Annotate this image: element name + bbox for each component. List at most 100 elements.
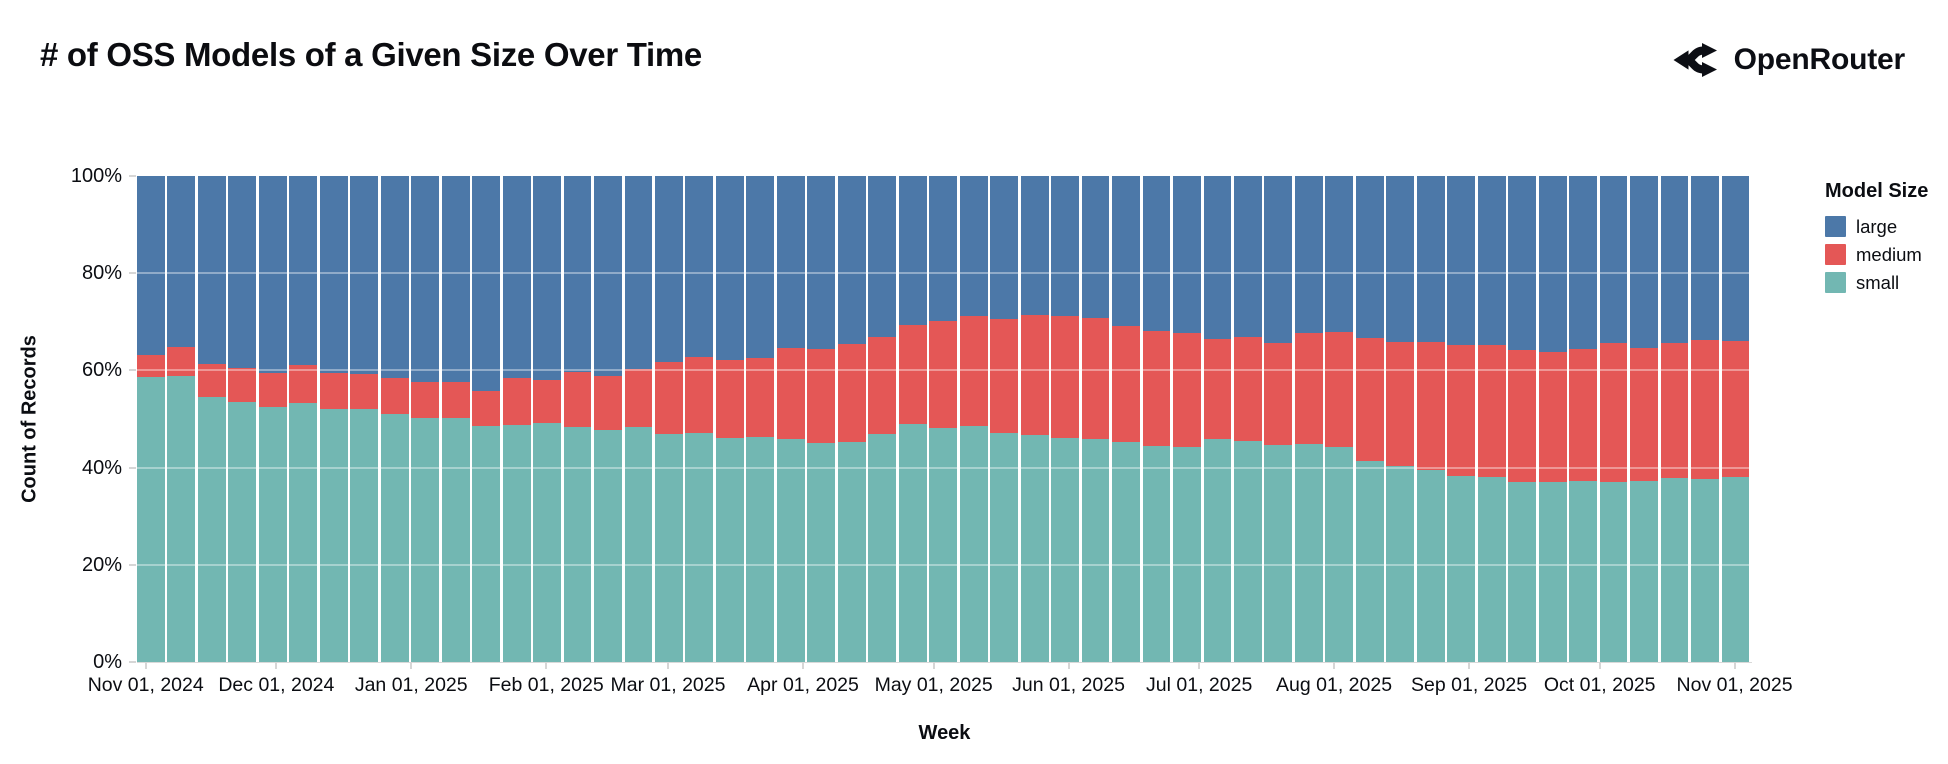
bar-segment-large [868,176,897,337]
x-axis-baseline [137,662,1752,663]
bar-segment-large [1569,176,1598,349]
y-tick-mark [129,272,136,275]
stacked-bar-week-43 [1416,176,1445,662]
y-tick-label: 0% [93,651,122,673]
bar-segment-small [1508,482,1537,662]
bar-segment-large [1447,176,1476,345]
legend-title: Model Size [1825,180,1929,202]
bar-segment-medium [1020,315,1049,436]
stacked-bar-week-28 [959,176,988,662]
y-tick-label: 60% [81,359,122,382]
bar-segment-large [837,176,866,344]
bar-segment-medium [1264,342,1293,446]
bar-segment-medium [1538,351,1567,483]
bar-segment-small [228,401,257,662]
stacked-bar-week-37 [1233,176,1262,662]
bar-segment-large [1355,176,1384,338]
x-tick-label: Dec 01, 2024 [218,674,335,696]
legend-swatch-small [1825,272,1846,293]
bar-segment-large [1081,176,1110,319]
bar-segment-medium [1569,348,1598,482]
stacked-bar-week-4 [228,176,257,662]
bar-segment-medium [289,364,318,403]
x-tick-mark [1333,662,1336,669]
bar-segment-large [1020,176,1049,316]
bar-segment-small [1264,445,1293,662]
stacked-bar-week-18 [655,176,683,662]
stacked-bar-week-10 [411,176,440,662]
bar-segment-small [1599,482,1628,662]
y-tick-mark [129,175,136,177]
bar-segment-small [837,442,866,662]
bar-segment-small [929,428,958,662]
bar-segment-large [1051,176,1079,317]
bar-segment-large [289,176,318,365]
bar-segment-small [776,438,805,662]
bar-segment-medium [1721,340,1750,478]
bar-segment-small [1630,481,1658,662]
legend-item-small: small [1825,272,1928,293]
bar-segment-medium [563,371,592,428]
stacked-bar-week-33 [1112,176,1140,662]
bar-segment-small [1660,478,1689,662]
bar-segment-large [624,176,653,369]
stacked-bar-week-17 [624,176,653,662]
bar-segment-medium [1051,316,1079,438]
bar-segment-small [533,422,561,662]
bar-segment-large [655,176,683,362]
x-tick-label: Sep 01, 2025 [1411,674,1528,696]
bar-segment-medium [472,390,501,426]
stacked-bar-week-36 [1203,176,1232,662]
bar-segment-medium [319,372,348,410]
bar-segment-medium [1447,344,1476,477]
bar-segment-small [1051,437,1079,662]
bar-segment-small [1142,446,1171,662]
bar-segment-medium [258,372,287,407]
stacked-bar-week-1 [137,176,165,662]
stacked-bar-week-6 [289,176,318,662]
stacked-bar-week-46 [1508,176,1537,662]
bar-segment-small [1721,477,1750,662]
x-tick-label: Nov 01, 2024 [87,674,204,696]
stacked-bar-week-39 [1294,176,1323,662]
bar-segment-medium [380,377,409,415]
bar-segment-small [624,427,653,662]
bar-segment-small [167,375,196,662]
bar-segment-small [289,402,318,662]
bar-segment-small [807,443,836,662]
bar-segment-medium [533,379,561,423]
bar-segment-small [197,397,226,662]
x-tick-label: Jan 01, 2025 [354,674,468,696]
stacked-bar-week-24 [837,176,866,662]
bar-segment-large [1660,176,1689,343]
bar-segment-large [533,176,561,380]
bar-segment-large [1112,176,1140,326]
x-tick-mark [410,662,413,669]
y-tick-label: 100% [70,165,122,187]
y-tick-label: 40% [81,456,122,479]
bar-segment-medium [1355,337,1384,462]
bar-segment-large [929,176,958,321]
bar-segment-large [1264,176,1293,343]
bar-segment-small [1355,461,1384,662]
stacked-bar-week-9 [380,176,409,662]
stacked-bar-week-8 [350,176,379,662]
bar-segment-large [990,176,1019,320]
bar-segment-large [1142,176,1171,331]
bar-segment-large [228,176,257,368]
bar-segment-small [959,425,988,662]
bar-segment-small [1020,435,1049,662]
stacked-bar-week-21 [746,176,775,662]
bar-segment-small [1538,482,1567,662]
x-tick-mark [667,662,669,669]
x-tick-mark [144,662,147,669]
bar-segment-large [167,176,196,347]
y-tick-mark [129,466,136,469]
chart-title: # of OSS Models of a Given Size Over Tim… [40,36,702,73]
stacked-bar-week-38 [1264,176,1293,662]
bar-segment-large [685,176,714,357]
bar-segment-medium [137,354,165,377]
gridline-20 [137,563,1752,566]
stacked-bar-week-14 [533,176,561,662]
stacked-bar-week-40 [1325,176,1354,662]
